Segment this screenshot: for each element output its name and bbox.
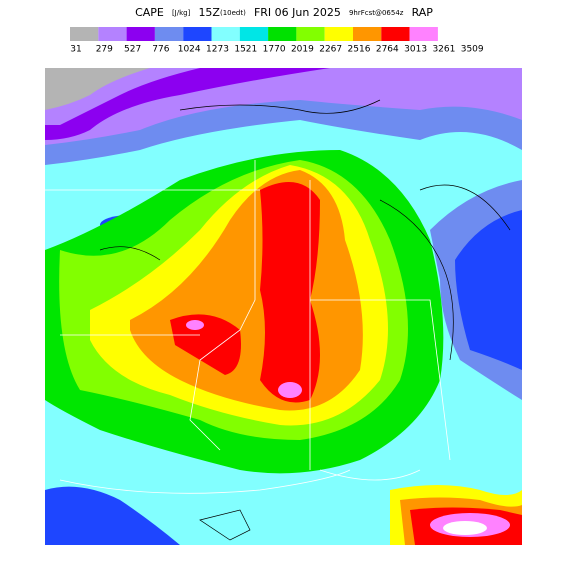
title-part: FRI 06 Jun 2025 xyxy=(254,6,341,19)
colorbar-label: 31 xyxy=(70,45,81,55)
title-part: RAP xyxy=(412,6,434,19)
map xyxy=(45,68,522,545)
colorbar-swatch xyxy=(211,27,240,41)
title-part: CAPE xyxy=(135,6,164,19)
title-part: 9hrFcst@0654z xyxy=(349,9,404,17)
colorbar-label: 1770 xyxy=(263,45,286,55)
colorbar-swatch xyxy=(70,27,99,41)
colorbar-label: 2516 xyxy=(348,45,371,55)
colorbar-label: 1273 xyxy=(206,45,229,55)
colorbar-swatch xyxy=(381,27,410,41)
colorbar-swatch xyxy=(324,27,353,41)
colorbar-swatch xyxy=(183,27,212,41)
colorbar-swatch xyxy=(154,27,184,41)
colorbar-label: 527 xyxy=(124,45,141,55)
colorbar-label: 2267 xyxy=(319,45,342,55)
colorbar-swatch xyxy=(409,27,438,41)
colorbar-label: 1024 xyxy=(178,45,201,55)
colorbar-label: 3261 xyxy=(432,45,455,55)
colorbar-swatch xyxy=(296,27,325,41)
colorbar-swatch xyxy=(353,27,382,41)
colorbar-label: 776 xyxy=(152,45,169,55)
colorbar-swatch xyxy=(126,27,155,41)
title-part: [J/kg] xyxy=(172,9,191,17)
colorbar-label: 3509 xyxy=(461,45,484,55)
title: CAPE [J/kg] 15Z(10edt) FRI 06 Jun 2025 9… xyxy=(135,3,433,22)
title-part: (10edt) xyxy=(220,9,246,17)
colorbar-label: 1521 xyxy=(234,45,257,55)
colorbar-label: 3013 xyxy=(404,45,427,55)
colorbar-swatch xyxy=(239,27,269,41)
title-part: 15Z xyxy=(198,6,220,19)
colorbar-swatch xyxy=(98,27,127,41)
colorbar-label: 2019 xyxy=(291,45,314,55)
colorbar-swatch xyxy=(268,27,297,41)
colorbar: 31 279 527 776 1024 1273 1521 1770 2019 2267 2516 2… xyxy=(70,27,484,55)
colorbar-label: 279 xyxy=(96,45,113,55)
colorbar-label: 2764 xyxy=(376,45,399,55)
